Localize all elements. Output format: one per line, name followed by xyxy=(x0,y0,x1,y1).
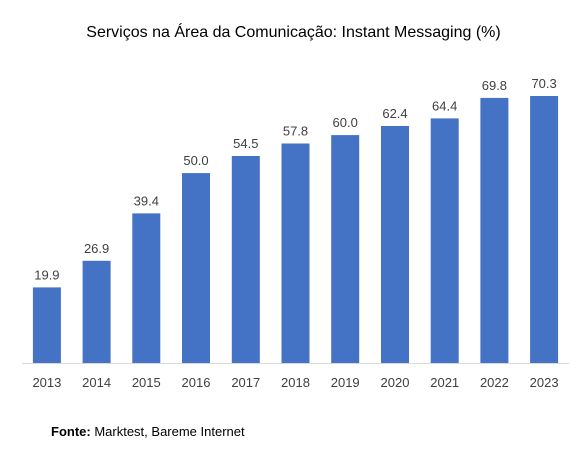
source-label: Fonte: xyxy=(51,424,91,439)
x-tick-label-2015: 2015 xyxy=(132,375,161,390)
bar-2016 xyxy=(182,173,210,363)
bar-2013 xyxy=(32,287,61,363)
x-tick-label-2014: 2014 xyxy=(82,375,111,390)
bar-2014 xyxy=(82,260,111,363)
x-tick-label-2017: 2017 xyxy=(231,375,260,390)
bar-2020 xyxy=(381,126,409,363)
source-note: Fonte: Marktest, Bareme Internet xyxy=(51,424,245,439)
x-tick-label-2018: 2018 xyxy=(281,375,310,390)
value-label-2014: 26.9 xyxy=(84,241,109,256)
value-label-2023: 70.3 xyxy=(531,76,556,91)
bars-group xyxy=(32,96,559,364)
value-labels-group: 19.9 26.9 39.4 50.0 54.5 57.8 60.0 62.4 64.4 69.8… xyxy=(34,76,557,282)
value-label-2020: 62.4 xyxy=(382,106,407,121)
value-label-2019: 60.0 xyxy=(333,115,358,130)
x-tick-label-2019: 2019 xyxy=(331,375,360,390)
bar-2015 xyxy=(132,213,161,363)
value-label-2018: 57.8 xyxy=(283,124,308,139)
x-tick-label-2016: 2016 xyxy=(182,375,211,390)
value-label-2021: 64.4 xyxy=(432,98,457,113)
value-label-2017: 54.5 xyxy=(233,136,258,151)
bar-2022 xyxy=(480,97,509,364)
bar-2023 xyxy=(530,96,559,363)
chart-title: Serviços na Área da Comunicação: Instant… xyxy=(86,22,500,41)
bar-2017 xyxy=(231,156,260,363)
value-label-2016: 50.0 xyxy=(183,153,208,168)
x-tick-label-2020: 2020 xyxy=(381,375,410,390)
value-label-2022: 69.8 xyxy=(482,78,507,93)
bar-2019 xyxy=(331,135,360,363)
bar-2018 xyxy=(281,143,310,363)
source-text: Marktest, Bareme Internet xyxy=(90,424,245,439)
value-label-2013: 19.9 xyxy=(34,267,59,282)
x-tick-label-2023: 2023 xyxy=(530,375,559,390)
bar-2021 xyxy=(430,118,459,364)
x-tick-label-2013: 2013 xyxy=(32,375,61,390)
value-label-2015: 39.4 xyxy=(134,193,159,208)
x-tick-label-2021: 2021 xyxy=(430,375,459,390)
x-tick-labels-group: 2013 2014 2015 2016 2017 2018 2019 2020 2021 2022… xyxy=(32,375,558,390)
x-tick-label-2022: 2022 xyxy=(480,375,509,390)
